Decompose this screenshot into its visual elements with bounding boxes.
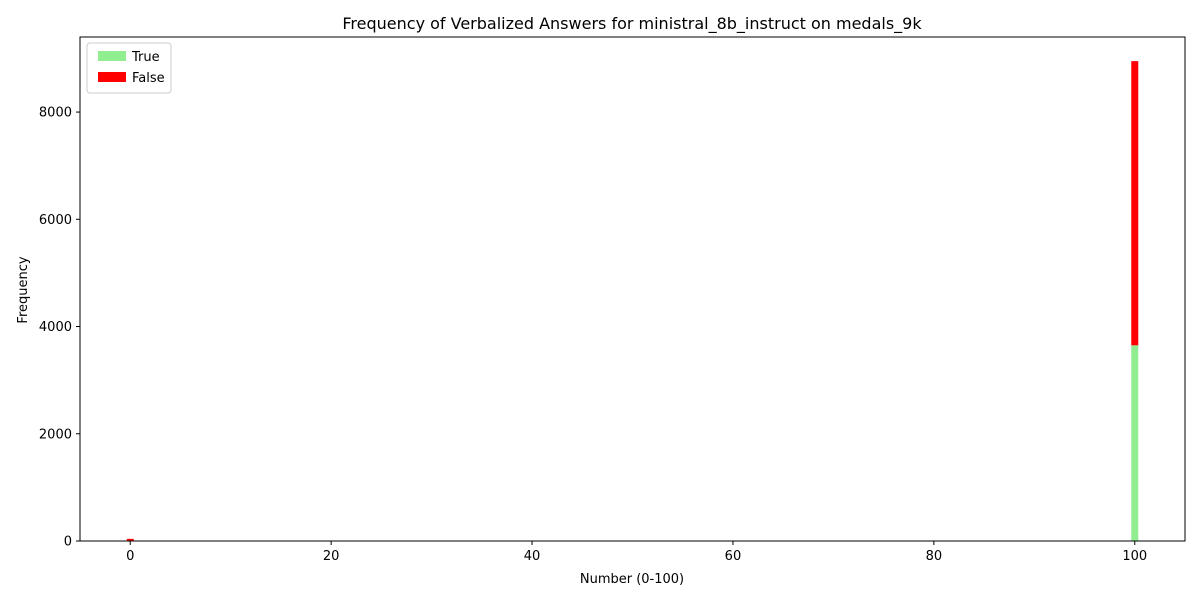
x-tick-label: 100 xyxy=(1122,549,1147,564)
bars xyxy=(126,61,1139,541)
y-tick-label: 8000 xyxy=(39,106,72,121)
bar-true-x100 xyxy=(1131,345,1139,541)
y-tick-label: 6000 xyxy=(39,213,72,228)
legend-label-true: True xyxy=(131,50,160,65)
legend: True False xyxy=(86,42,172,94)
y-axis-ticks: 0 2000 4000 6000 8000 xyxy=(39,106,80,550)
bar-false-x100 xyxy=(1131,61,1139,346)
y-tick-label: 0 xyxy=(64,535,72,550)
y-tick-label: 2000 xyxy=(39,427,72,442)
legend-swatch-false xyxy=(98,72,126,82)
y-axis-label: Frequency xyxy=(16,256,31,323)
x-axis-label: Number (0-100) xyxy=(580,572,684,587)
chart-title: Frequency of Verbalized Answers for mini… xyxy=(342,14,922,34)
axes-frame xyxy=(79,36,1186,542)
axes xyxy=(79,36,1186,542)
x-tick-label: 0 xyxy=(126,549,134,564)
x-tick-label: 20 xyxy=(323,549,340,564)
x-axis-ticks: 0 20 40 60 80 100 xyxy=(126,541,1147,564)
y-tick-label: 4000 xyxy=(39,320,72,335)
x-tick-label: 40 xyxy=(524,549,541,564)
x-tick-label: 60 xyxy=(725,549,742,564)
legend-swatch-true xyxy=(98,51,126,61)
legend-label-false: False xyxy=(132,71,165,86)
x-tick-label: 80 xyxy=(926,549,943,564)
bar-false-x0 xyxy=(126,538,134,541)
